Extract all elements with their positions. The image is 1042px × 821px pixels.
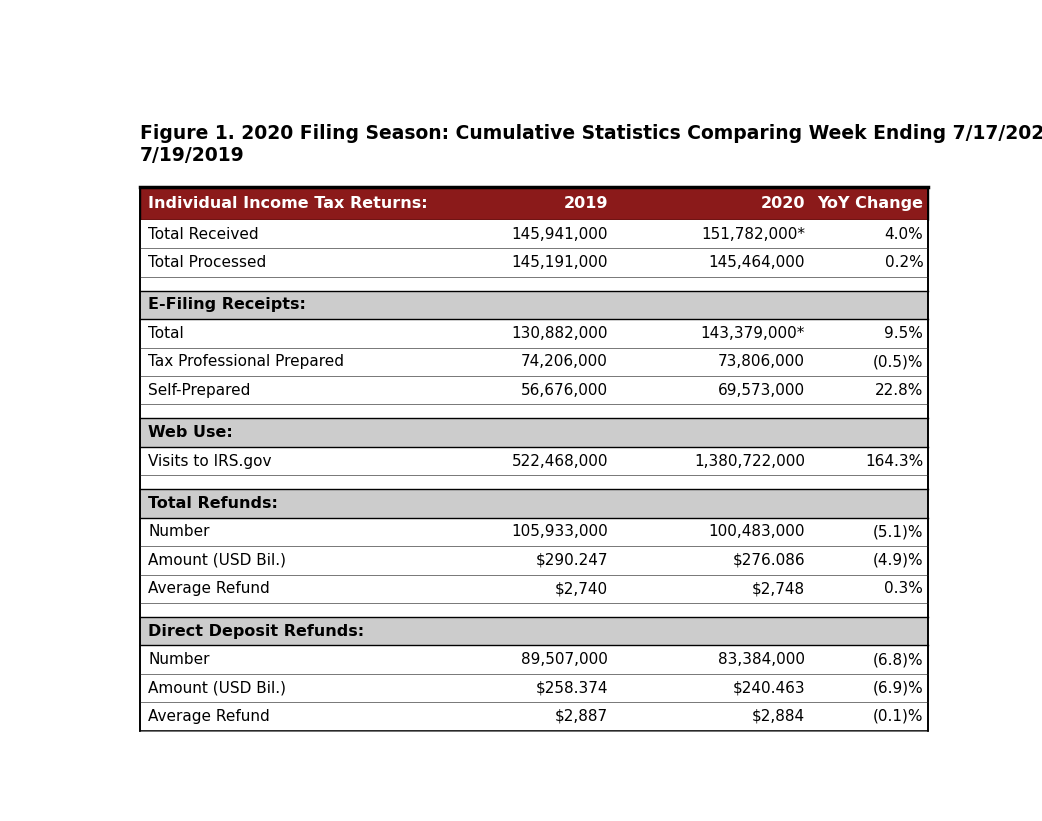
FancyBboxPatch shape xyxy=(140,376,928,405)
FancyBboxPatch shape xyxy=(140,702,928,731)
Text: (6.8)%: (6.8)% xyxy=(872,652,923,667)
FancyBboxPatch shape xyxy=(140,248,928,277)
FancyBboxPatch shape xyxy=(140,319,928,347)
Text: $2,884: $2,884 xyxy=(752,709,805,724)
Text: 145,191,000: 145,191,000 xyxy=(512,255,607,270)
Text: Number: Number xyxy=(148,525,209,539)
FancyBboxPatch shape xyxy=(140,546,928,575)
FancyBboxPatch shape xyxy=(140,603,928,617)
Text: 143,379,000*: 143,379,000* xyxy=(700,326,805,341)
Text: $276.086: $276.086 xyxy=(733,553,805,568)
Text: 522,468,000: 522,468,000 xyxy=(512,453,607,469)
FancyBboxPatch shape xyxy=(140,489,928,518)
Text: Individual Income Tax Returns:: Individual Income Tax Returns: xyxy=(148,196,427,211)
Text: $2,887: $2,887 xyxy=(555,709,607,724)
Text: (0.1)%: (0.1)% xyxy=(873,709,923,724)
Text: 145,941,000: 145,941,000 xyxy=(512,227,607,241)
Text: Visits to IRS.gov: Visits to IRS.gov xyxy=(148,453,272,469)
Text: 164.3%: 164.3% xyxy=(865,453,923,469)
FancyBboxPatch shape xyxy=(140,674,928,702)
Text: Self-Prepared: Self-Prepared xyxy=(148,383,250,397)
Text: 0.3%: 0.3% xyxy=(885,581,923,596)
Text: 0.2%: 0.2% xyxy=(885,255,923,270)
Text: E-Filing Receipts:: E-Filing Receipts: xyxy=(148,297,306,313)
Text: $2,748: $2,748 xyxy=(752,581,805,596)
FancyBboxPatch shape xyxy=(140,220,928,248)
Text: Number: Number xyxy=(148,652,209,667)
Text: 2019: 2019 xyxy=(564,196,607,211)
Text: Direct Deposit Refunds:: Direct Deposit Refunds: xyxy=(148,624,364,639)
Text: Average Refund: Average Refund xyxy=(148,709,270,724)
FancyBboxPatch shape xyxy=(140,518,928,546)
FancyBboxPatch shape xyxy=(140,575,928,603)
Text: Total Refunds:: Total Refunds: xyxy=(148,496,278,511)
FancyBboxPatch shape xyxy=(140,277,928,291)
Text: $258.374: $258.374 xyxy=(536,681,607,695)
Text: (4.9)%: (4.9)% xyxy=(872,553,923,568)
FancyBboxPatch shape xyxy=(140,405,928,419)
Text: 89,507,000: 89,507,000 xyxy=(521,652,607,667)
Text: YoY Change: YoY Change xyxy=(817,196,923,211)
FancyBboxPatch shape xyxy=(140,419,928,447)
Text: (6.9)%: (6.9)% xyxy=(872,681,923,695)
Text: 56,676,000: 56,676,000 xyxy=(521,383,607,397)
Text: 9.5%: 9.5% xyxy=(885,326,923,341)
Text: 4.0%: 4.0% xyxy=(885,227,923,241)
Text: $2,740: $2,740 xyxy=(555,581,607,596)
Text: Web Use:: Web Use: xyxy=(148,425,232,440)
Text: 22.8%: 22.8% xyxy=(875,383,923,397)
FancyBboxPatch shape xyxy=(140,347,928,376)
Text: Amount (USD Bil.): Amount (USD Bil.) xyxy=(148,553,286,568)
Text: Total Processed: Total Processed xyxy=(148,255,267,270)
FancyBboxPatch shape xyxy=(140,187,928,220)
Text: Amount (USD Bil.): Amount (USD Bil.) xyxy=(148,681,286,695)
Text: 145,464,000: 145,464,000 xyxy=(709,255,805,270)
Text: 151,782,000*: 151,782,000* xyxy=(701,227,805,241)
Text: Figure 1. 2020 Filing Season: Cumulative Statistics Comparing Week Ending 7/17/2: Figure 1. 2020 Filing Season: Cumulative… xyxy=(140,124,1042,165)
Text: 1,380,722,000: 1,380,722,000 xyxy=(694,453,805,469)
Text: 105,933,000: 105,933,000 xyxy=(512,525,607,539)
Text: $240.463: $240.463 xyxy=(733,681,805,695)
FancyBboxPatch shape xyxy=(140,617,928,645)
Text: Average Refund: Average Refund xyxy=(148,581,270,596)
Text: 100,483,000: 100,483,000 xyxy=(709,525,805,539)
FancyBboxPatch shape xyxy=(140,475,928,489)
FancyBboxPatch shape xyxy=(140,645,928,674)
Text: 69,573,000: 69,573,000 xyxy=(718,383,805,397)
FancyBboxPatch shape xyxy=(140,447,928,475)
Text: 130,882,000: 130,882,000 xyxy=(512,326,607,341)
Text: (0.5)%: (0.5)% xyxy=(873,355,923,369)
Text: Total: Total xyxy=(148,326,183,341)
Text: (5.1)%: (5.1)% xyxy=(873,525,923,539)
FancyBboxPatch shape xyxy=(140,291,928,319)
Text: 83,384,000: 83,384,000 xyxy=(718,652,805,667)
Text: 73,806,000: 73,806,000 xyxy=(718,355,805,369)
Text: Total Received: Total Received xyxy=(148,227,258,241)
Text: 2020: 2020 xyxy=(761,196,805,211)
Text: $290.247: $290.247 xyxy=(536,553,607,568)
Text: Tax Professional Prepared: Tax Professional Prepared xyxy=(148,355,344,369)
Text: 74,206,000: 74,206,000 xyxy=(521,355,607,369)
